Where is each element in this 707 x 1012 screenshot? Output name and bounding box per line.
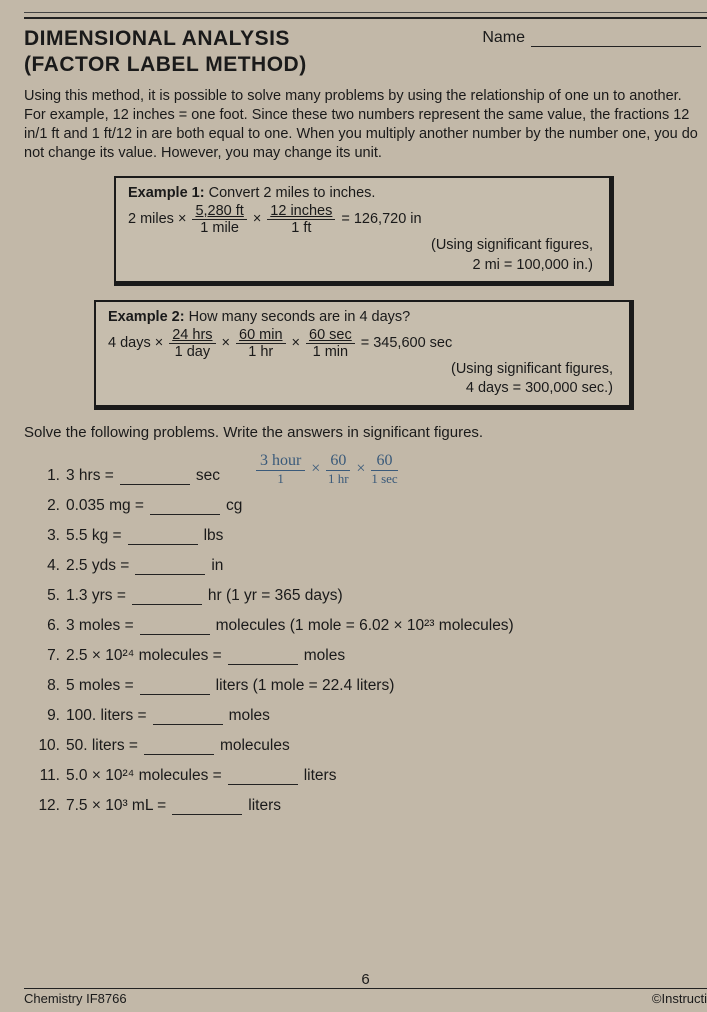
name-field: Name: [482, 29, 701, 47]
example-2-box: Example 2: How many seconds are in 4 day…: [94, 300, 634, 410]
answer-blank[interactable]: [150, 501, 220, 515]
name-label: Name: [482, 29, 525, 47]
footer-right: ©Instructi: [652, 991, 707, 1006]
problem-3: 3.5.5 kg =lbs: [34, 527, 707, 545]
title-line-2: (FACTOR LABEL METHOD): [24, 53, 307, 77]
answer-blank[interactable]: [228, 651, 298, 665]
example-1-label: Example 1:: [128, 185, 205, 201]
problem-10: 10.50. liters =molecules: [34, 737, 707, 755]
problem-7: 7.2.5 × 10²⁴ molecules =moles: [34, 647, 707, 665]
ex2-note1: (Using significant figures,: [451, 361, 613, 377]
answer-blank[interactable]: [135, 561, 205, 575]
footer-left: Chemistry IF8766: [24, 991, 127, 1006]
problem-1: 1. 3 hrs = sec 3 hour1 × 601 hr × 601 se…: [34, 453, 707, 485]
example-1-prompt: Convert 2 miles to inches.: [209, 185, 376, 201]
ex2-frac-2: 60 min 1 hr: [236, 328, 286, 360]
problem-5: 5.1.3 yrs =hr (1 yr = 365 days): [34, 587, 707, 605]
problem-11: 11.5.0 × 10²⁴ molecules =liters: [34, 767, 707, 785]
solve-heading: Solve the following problems. Write the …: [24, 424, 707, 441]
answer-blank[interactable]: [144, 741, 214, 755]
answer-blank[interactable]: [128, 531, 198, 545]
handwritten-work: 3 hour1 × 601 hr × 601 sec: [256, 453, 398, 485]
problem-4: 4.2.5 yds =in: [34, 557, 707, 575]
answer-blank[interactable]: [153, 711, 223, 725]
page-number: 6: [361, 971, 369, 988]
ex1-note2: 2 mi = 100,000 in.): [472, 257, 593, 273]
problem-2: 2.0.035 mg =cg: [34, 497, 707, 515]
intro-paragraph: Using this method, it is possible to sol…: [24, 87, 707, 162]
example-2-label: Example 2:: [108, 309, 185, 325]
example-2-prompt: How many seconds are in 4 days?: [189, 309, 411, 325]
answer-blank[interactable]: [228, 771, 298, 785]
name-blank[interactable]: [531, 33, 701, 47]
problem-6: 6.3 moles =molecules (1 mole = 6.02 × 10…: [34, 617, 707, 635]
problem-list: 1. 3 hrs = sec 3 hour1 × 601 hr × 601 se…: [24, 453, 707, 815]
ex1-note1: (Using significant figures,: [431, 237, 593, 253]
header: DIMENSIONAL ANALYSIS (FACTOR LABEL METHO…: [24, 27, 707, 77]
ex2-frac-3: 60 sec 1 min: [306, 328, 355, 360]
answer-blank[interactable]: [172, 801, 242, 815]
ex1-frac-1: 5,280 ft 1 mile: [192, 204, 246, 236]
ex2-frac-1: 24 hrs 1 day: [169, 328, 215, 360]
ex1-result: = 126,720 in: [341, 210, 421, 230]
problem-8: 8.5 moles =liters (1 mole = 22.4 liters): [34, 677, 707, 695]
answer-blank[interactable]: [140, 621, 210, 635]
problem-12: 12.7.5 × 10³ mL =liters: [34, 797, 707, 815]
answer-blank[interactable]: [140, 681, 210, 695]
ex1-frac-2: 12 inches 1 ft: [267, 204, 335, 236]
title-line-1: DIMENSIONAL ANALYSIS: [24, 27, 307, 51]
example-1-box: Example 1: Convert 2 miles to inches. 2 …: [114, 176, 614, 286]
ex2-result: = 345,600 sec: [361, 334, 453, 354]
answer-blank[interactable]: [120, 471, 190, 485]
ex2-start: 4 days ×: [108, 334, 163, 354]
ex1-start: 2 miles ×: [128, 210, 186, 230]
problem-9: 9.100. liters =moles: [34, 707, 707, 725]
page-footer: Chemistry IF8766 6 ©Instructi: [24, 988, 707, 1006]
ex2-note2: 4 days = 300,000 sec.): [466, 380, 613, 396]
answer-blank[interactable]: [132, 591, 202, 605]
